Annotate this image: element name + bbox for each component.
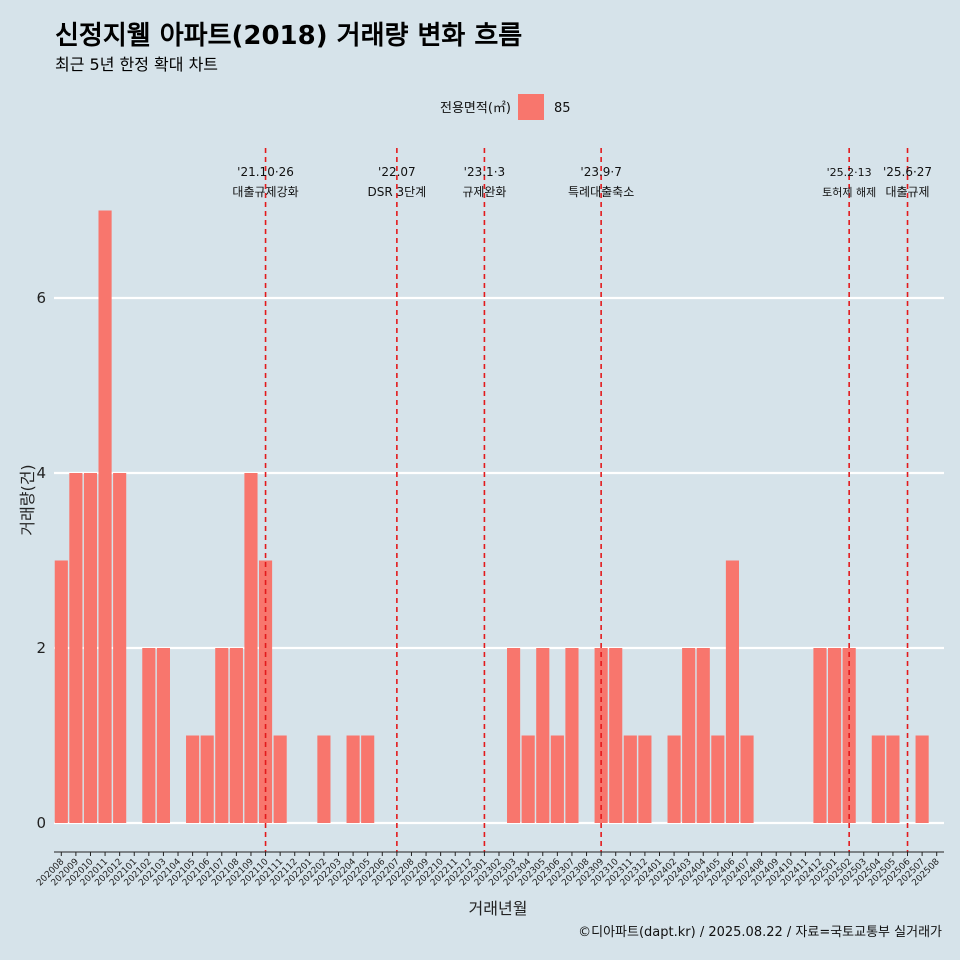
y-tick-label: 4 <box>36 464 46 482</box>
event-label: 특례대출축소 <box>568 185 634 199</box>
bar-202011 <box>98 210 112 823</box>
event-label: 대출규제강화 <box>232 185 298 199</box>
chart-title: 신정지웰 아파트(2018) 거래량 변화 흐름 <box>55 21 522 51</box>
bar-202305 <box>536 648 550 823</box>
bar-202412 <box>813 648 827 823</box>
event-label: DSR 3단계 <box>368 185 427 199</box>
bar-202507 <box>915 735 929 823</box>
bar-202304 <box>521 735 535 823</box>
bar-202111 <box>273 735 287 823</box>
event-label: 규제완화 <box>462 185 506 199</box>
event-date: '25.2·13 <box>827 166 872 179</box>
bar-202404 <box>696 648 710 823</box>
event-label: 토허제 해제 <box>822 185 876 199</box>
bar-202010 <box>83 473 98 823</box>
event-date: '25.6·27 <box>883 165 932 179</box>
bar-202405 <box>711 735 725 823</box>
bar-202103 <box>156 648 170 823</box>
bar-202402 <box>667 735 681 823</box>
bar-202108 <box>229 648 243 823</box>
bars <box>54 210 929 823</box>
bar-202106 <box>200 735 214 823</box>
legend-swatch <box>518 94 544 120</box>
legend-title: 전용면적(㎡) <box>440 101 511 116</box>
bar-202204 <box>346 735 360 823</box>
bar-202310 <box>609 648 623 823</box>
bar-202306 <box>550 735 564 823</box>
bar-202504 <box>871 735 885 823</box>
chart-subtitle: 최근 5년 한정 확대 차트 <box>55 55 218 74</box>
y-tick-label: 2 <box>36 639 46 657</box>
y-tick-label: 0 <box>36 814 46 832</box>
bar-202105 <box>186 735 200 823</box>
grid <box>54 296 944 825</box>
legend-entry-label: 85 <box>554 101 571 116</box>
bar-202403 <box>682 648 696 823</box>
bar-202009 <box>69 473 83 823</box>
bar-202102 <box>142 648 156 823</box>
legend: 전용면적(㎡) 85 <box>440 94 571 120</box>
caption: ©디아파트(dapt.kr) / 2025.08.22 / 자료=국토교통부 실… <box>578 925 942 940</box>
event-date: '23.9·7 <box>580 165 621 179</box>
bar-202012 <box>113 473 127 823</box>
y-axis-label: 거래량(건) <box>18 464 37 535</box>
event-date: '22.07 <box>378 165 416 179</box>
bar-202505 <box>886 735 900 823</box>
bar-202406 <box>725 560 740 823</box>
bar-202107 <box>215 648 229 823</box>
event-lines: '21.10·26 대출규제강화 '22.07 DSR 3단계 '23.1·3 규제완화 '… <box>232 148 932 852</box>
bar-202307 <box>565 648 579 823</box>
bar-202303 <box>507 648 521 823</box>
event-date: '23.1·3 <box>464 165 505 179</box>
bar-202109 <box>244 473 258 823</box>
event-label: 대출규제 <box>885 185 929 199</box>
x-axis-label: 거래년월 <box>469 899 528 918</box>
bar-202312 <box>638 735 652 823</box>
bar-202501 <box>828 648 842 823</box>
bar-202202 <box>317 735 331 823</box>
bar-202311 <box>623 735 637 823</box>
y-axis: 0 2 4 6 <box>36 289 46 832</box>
event-date: '21.10·26 <box>237 165 294 179</box>
bar-202008 <box>54 560 68 823</box>
bar-202205 <box>361 735 375 823</box>
y-tick-label: 6 <box>36 289 46 307</box>
bar-202407 <box>740 735 754 823</box>
x-axis: 2020082020092020102020112020122021012021… <box>35 851 944 888</box>
